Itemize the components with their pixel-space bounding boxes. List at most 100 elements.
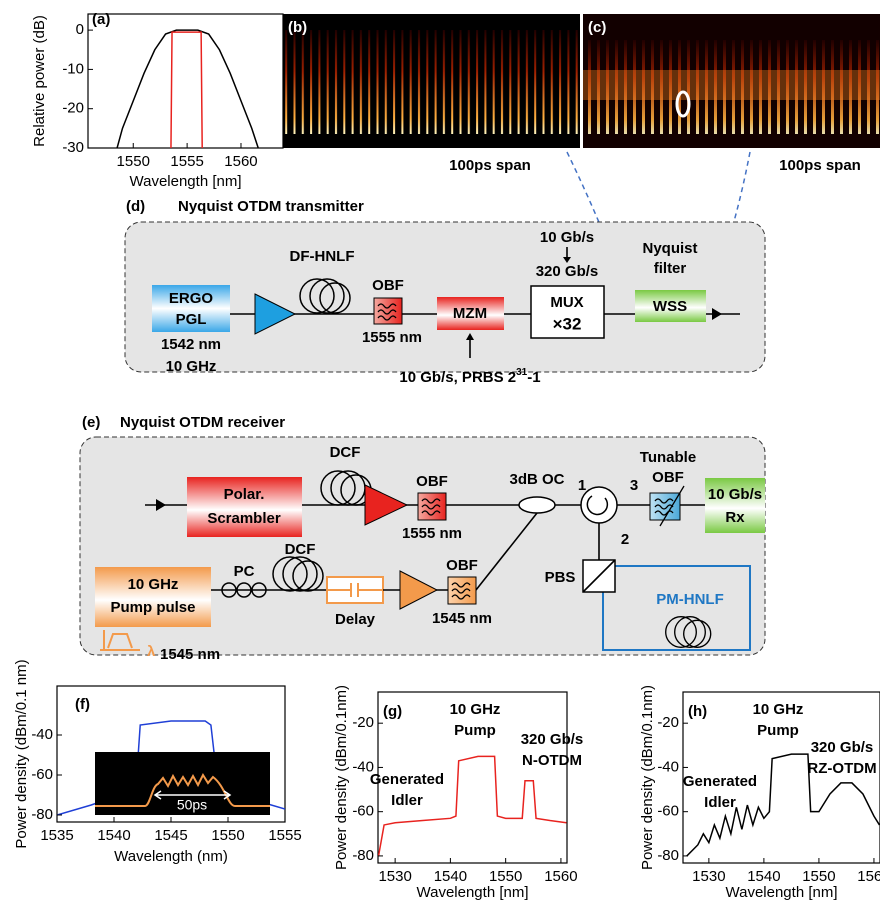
section-title: Nyquist OTDM receiver: [120, 414, 285, 431]
label: 1542 nm: [161, 336, 221, 353]
annotation: Idler: [391, 792, 423, 809]
label-sup: 31: [516, 367, 528, 378]
y-tick-label: -60: [352, 803, 374, 820]
label: Pump pulse: [110, 599, 195, 616]
x-tick-label: 1530: [378, 868, 411, 885]
y-tick-label: -20: [352, 714, 374, 731]
label: 1545 nm: [160, 646, 220, 663]
circulator: [581, 487, 617, 523]
image-b: [283, 14, 580, 148]
label: Rx: [725, 509, 745, 526]
label: 10 GHz: [128, 576, 179, 593]
label: MUX: [550, 294, 583, 311]
x-tick-label: 1555: [268, 827, 301, 844]
port: 1: [578, 477, 586, 494]
span-label: 100ps span: [779, 157, 861, 174]
y-tick-label: -60: [657, 803, 679, 820]
x-tick-label: 1530: [692, 868, 725, 885]
y-axis-label: Power density (dBm/0.1nm): [333, 685, 350, 870]
x-tick-label: 1540: [747, 868, 780, 885]
x-tick-label: 1560: [544, 868, 577, 885]
label-part: 10 Gb/s, PRBS 2: [399, 369, 516, 386]
x-axis-label: Wavelength [nm]: [417, 884, 529, 901]
y-tick-label: -10: [62, 60, 84, 77]
section-title: Nyquist OTDM transmitter: [178, 198, 364, 215]
label: Scrambler: [207, 510, 281, 527]
panel-label: (g): [383, 703, 402, 720]
label: Delay: [335, 611, 376, 628]
y-tick-label: -20: [657, 714, 679, 731]
image-c: [583, 14, 880, 148]
label: WSS: [653, 298, 687, 315]
x-tick-label: 1550: [211, 827, 244, 844]
annotation: Pump: [454, 722, 496, 739]
label-part: -1: [527, 369, 540, 386]
plot-frame: [88, 14, 283, 148]
label: 10 GHz: [166, 358, 217, 375]
inset-label: 50ps: [177, 797, 207, 813]
y-axis-label: Power density (dBm/0.1nm): [639, 685, 656, 870]
x-tick-label: 1535: [40, 827, 73, 844]
label: Tunable: [640, 449, 696, 466]
filter: [650, 493, 680, 520]
panel-label: (a): [92, 11, 110, 28]
label: 10 Gb/s: [708, 486, 762, 503]
label: MZM: [453, 305, 487, 322]
y-tick-label: -30: [62, 139, 84, 156]
annotation: Generated: [370, 771, 444, 788]
transmitter: (d) Nyquist OTDM transmitter ERGO PGL 15…: [125, 198, 765, 386]
label: OBF: [446, 557, 478, 574]
y-axis-label: Power density (dBm/0.1 nm): [13, 659, 30, 848]
label: filter: [654, 260, 687, 277]
label: 3dB OC: [509, 471, 564, 488]
y-tick-label: -80: [31, 806, 53, 823]
x-tick-label: 1540: [434, 868, 467, 885]
x-tick-label: 1560: [857, 868, 880, 885]
annotation: RZ-OTDM: [807, 760, 876, 777]
label: Nyquist: [642, 240, 697, 257]
label: DCF: [285, 541, 316, 558]
x-tick-label: 1550: [117, 153, 150, 170]
label: PBS: [545, 569, 576, 586]
annotation: 10 GHz: [450, 701, 501, 718]
x-tick-label: 1550: [489, 868, 522, 885]
figure: (b) (c) 100ps span 100ps span (d) Nyquis…: [0, 0, 880, 909]
y-axis-label: Relative power (dB): [31, 15, 48, 147]
label: 10 Gb/s: [540, 229, 594, 246]
label: 320 Gb/s: [536, 263, 599, 280]
annotation: 320 Gb/s: [521, 731, 584, 748]
port: 2: [621, 531, 629, 548]
x-axis-label: Wavelength (nm): [114, 848, 228, 865]
panel-label: (h): [688, 703, 707, 720]
label: Polar.: [224, 486, 265, 503]
y-tick-label: -40: [657, 758, 679, 775]
label: 1555 nm: [402, 525, 462, 542]
label: DCF: [330, 444, 361, 461]
label: PM-HNLF: [656, 591, 724, 608]
label: PGL: [176, 311, 207, 328]
x-tick-label: 1550: [802, 868, 835, 885]
panel-label: (f): [75, 696, 90, 713]
annotation: Pump: [757, 722, 799, 739]
x-tick-label: 1545: [154, 827, 187, 844]
annotation: 320 Gb/s: [811, 739, 874, 756]
annotation: 10 GHz: [753, 701, 804, 718]
label: 1545 nm: [432, 610, 492, 627]
y-tick-label: -40: [31, 726, 53, 743]
x-tick-label: 1560: [224, 153, 257, 170]
x-axis-label: Wavelength [nm]: [130, 173, 242, 190]
annotation: Generated: [683, 773, 757, 790]
port: 3: [630, 477, 638, 494]
y-tick-label: -20: [62, 100, 84, 117]
panel-label: (b): [288, 19, 307, 36]
y-tick-label: -80: [352, 847, 374, 864]
x-tick-label: 1540: [97, 827, 130, 844]
label: OBF: [416, 473, 448, 490]
annotation: N-OTDM: [522, 752, 582, 769]
x-tick-label: 1555: [170, 153, 203, 170]
label: ×32: [553, 314, 582, 333]
label: DF-HNLF: [290, 248, 355, 265]
y-tick-label: -80: [657, 847, 679, 864]
panel-label: (c): [588, 19, 606, 36]
panel-label: (d): [126, 198, 145, 215]
